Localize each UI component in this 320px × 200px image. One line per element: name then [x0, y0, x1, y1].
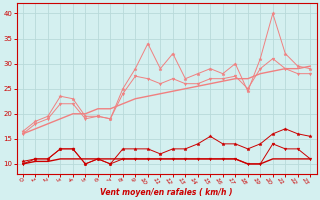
X-axis label: Vent moyen/en rafales ( km/h ): Vent moyen/en rafales ( km/h ) [100, 188, 233, 197]
